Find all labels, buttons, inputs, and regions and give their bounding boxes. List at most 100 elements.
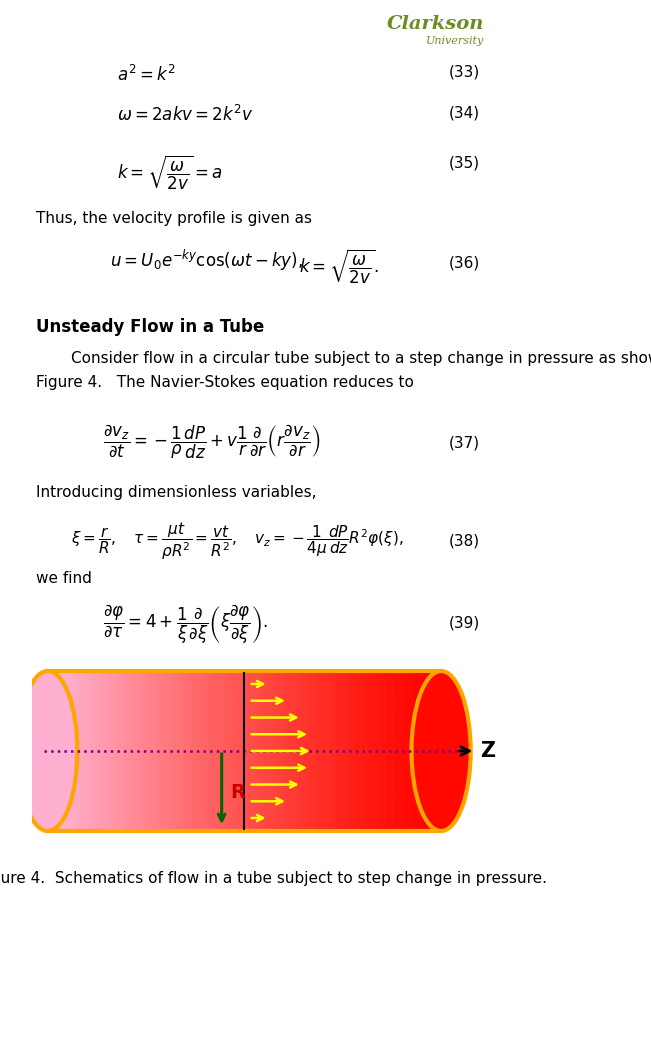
- Text: R: R: [230, 783, 245, 802]
- Text: University: University: [426, 36, 484, 46]
- Bar: [390, 671, 394, 831]
- Bar: [323, 671, 327, 831]
- Bar: [327, 671, 331, 831]
- Bar: [413, 671, 417, 831]
- Text: Figure 4.  Schematics of flow in a tube subject to step change in pressure.: Figure 4. Schematics of flow in a tube s…: [0, 871, 547, 886]
- Bar: [382, 671, 386, 831]
- Bar: [48, 671, 51, 831]
- Bar: [264, 671, 268, 831]
- Bar: [146, 671, 150, 831]
- Bar: [374, 671, 378, 831]
- Text: $k = \sqrt{\dfrac{\omega}{2v}}.$: $k = \sqrt{\dfrac{\omega}{2v}}.$: [299, 249, 379, 286]
- Bar: [359, 671, 363, 831]
- Ellipse shape: [411, 671, 471, 831]
- Bar: [186, 671, 189, 831]
- Bar: [197, 671, 201, 831]
- Text: Thus, the velocity profile is given as: Thus, the velocity profile is given as: [36, 211, 312, 226]
- Bar: [225, 671, 229, 831]
- Bar: [394, 671, 398, 831]
- Bar: [256, 671, 260, 831]
- Bar: [319, 671, 323, 831]
- Bar: [134, 671, 138, 831]
- Bar: [437, 671, 441, 831]
- Text: $\dfrac{\partial \varphi}{\partial \tau} = 4 + \dfrac{1}{\xi}\dfrac{\partial}{\p: $\dfrac{\partial \varphi}{\partial \tau}…: [104, 603, 268, 647]
- Bar: [370, 671, 374, 831]
- Bar: [339, 671, 343, 831]
- Bar: [409, 671, 413, 831]
- Text: $\omega = 2akv = 2k^2v$: $\omega = 2akv = 2k^2v$: [117, 105, 254, 125]
- Bar: [355, 671, 359, 831]
- Text: Z: Z: [480, 741, 495, 761]
- Bar: [142, 671, 146, 831]
- Bar: [221, 671, 225, 831]
- Bar: [406, 671, 409, 831]
- Bar: [178, 671, 182, 831]
- Bar: [170, 671, 174, 831]
- Bar: [272, 671, 276, 831]
- Bar: [280, 671, 284, 831]
- Bar: [91, 671, 95, 831]
- Bar: [402, 671, 406, 831]
- Bar: [363, 671, 367, 831]
- Bar: [315, 671, 319, 831]
- Bar: [260, 671, 264, 831]
- Bar: [158, 671, 162, 831]
- Bar: [398, 671, 402, 831]
- Bar: [209, 671, 213, 831]
- Bar: [154, 671, 158, 831]
- Bar: [276, 671, 280, 831]
- Bar: [232, 671, 236, 831]
- Text: (37): (37): [449, 435, 480, 450]
- Bar: [240, 671, 244, 831]
- Bar: [378, 671, 382, 831]
- Bar: [307, 671, 311, 831]
- Text: Consider flow in a circular tube subject to a step change in pressure as shown i: Consider flow in a circular tube subject…: [71, 351, 651, 366]
- Text: (34): (34): [449, 105, 480, 120]
- Text: Unsteady Flow in a Tube: Unsteady Flow in a Tube: [36, 318, 264, 336]
- Bar: [347, 671, 351, 831]
- Bar: [331, 671, 335, 831]
- Bar: [288, 671, 292, 831]
- Text: (35): (35): [449, 156, 480, 171]
- Bar: [299, 671, 303, 831]
- Bar: [60, 671, 64, 831]
- Text: (38): (38): [449, 533, 480, 548]
- Bar: [303, 671, 307, 831]
- Bar: [51, 671, 55, 831]
- Text: Introducing dimensionless variables,: Introducing dimensionless variables,: [36, 485, 316, 500]
- Bar: [130, 671, 134, 831]
- Bar: [55, 671, 60, 831]
- Bar: [83, 671, 87, 831]
- Bar: [429, 671, 433, 831]
- Bar: [126, 671, 130, 831]
- Bar: [244, 671, 249, 831]
- Bar: [174, 671, 178, 831]
- Bar: [205, 671, 209, 831]
- Bar: [268, 671, 272, 831]
- Bar: [150, 671, 154, 831]
- Bar: [138, 671, 142, 831]
- Bar: [99, 671, 103, 831]
- Bar: [421, 671, 425, 831]
- Text: $a^2 = k^2$: $a^2 = k^2$: [117, 65, 176, 85]
- Bar: [249, 671, 253, 831]
- Ellipse shape: [18, 671, 77, 831]
- Bar: [311, 671, 315, 831]
- Bar: [76, 671, 79, 831]
- Bar: [253, 671, 256, 831]
- Text: $u = U_0 e^{-ky} \cos(\omega t - ky),$: $u = U_0 e^{-ky} \cos(\omega t - ky),$: [111, 249, 303, 273]
- Bar: [292, 671, 296, 831]
- Bar: [433, 671, 437, 831]
- Bar: [351, 671, 355, 831]
- Bar: [386, 671, 390, 831]
- Bar: [87, 671, 91, 831]
- Text: Clarkson: Clarkson: [387, 15, 484, 33]
- Text: Figure 4.   The Navier-Stokes equation reduces to: Figure 4. The Navier-Stokes equation red…: [36, 375, 413, 390]
- Bar: [68, 671, 72, 831]
- Bar: [103, 671, 107, 831]
- Bar: [166, 671, 170, 831]
- Bar: [118, 671, 122, 831]
- Bar: [213, 671, 217, 831]
- Bar: [115, 671, 118, 831]
- Bar: [201, 671, 205, 831]
